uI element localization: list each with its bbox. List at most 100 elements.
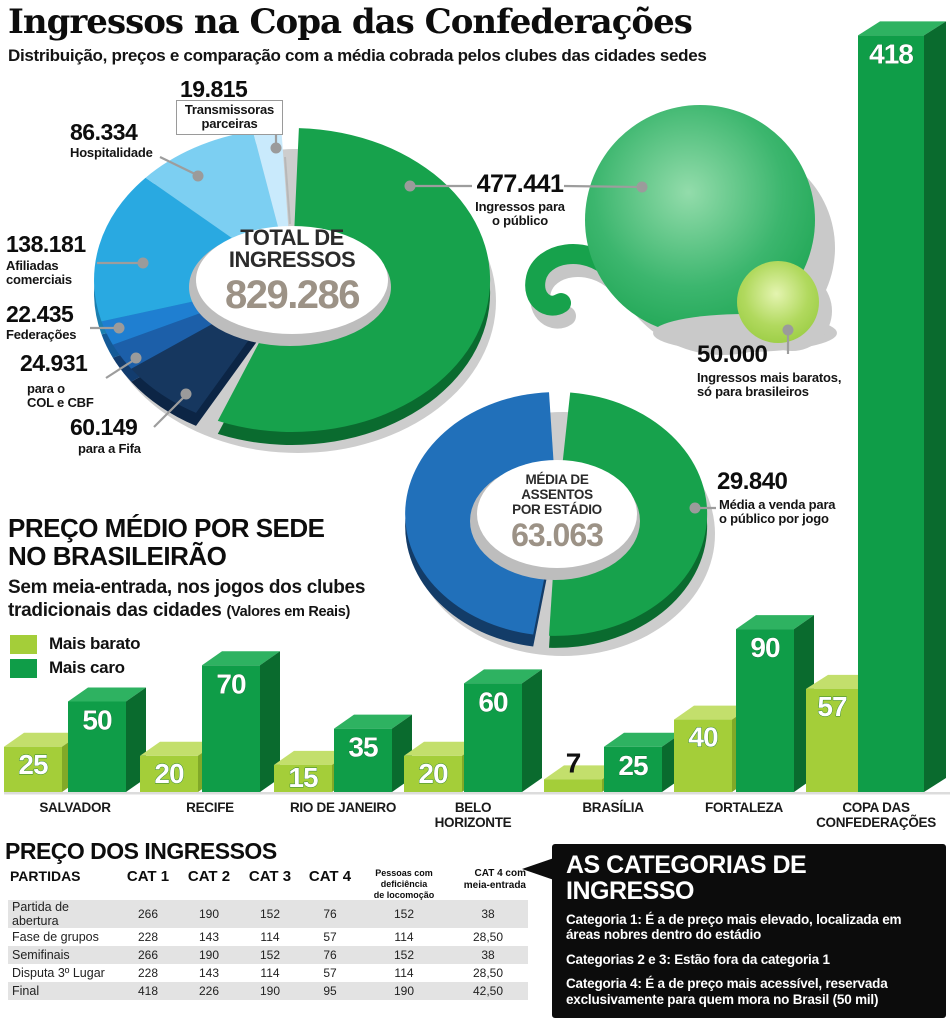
callout-publico-value: 477.441 — [476, 170, 564, 198]
bar-value-barato-0: 25 — [18, 749, 48, 780]
callout-afiliadas-value: 138.181 — [6, 231, 86, 257]
bar-0-caro-front — [68, 701, 126, 792]
price-table: PARTIDAS CAT 1 CAT 2 CAT 3 CAT 4 Pessoas… — [8, 868, 528, 1001]
bar-ground-4 — [544, 792, 686, 795]
table-cell-value: 266 — [137, 907, 159, 922]
col-cat4-meia: CAT 4 com meia-entrada — [463, 868, 526, 891]
legend-swatch-1 — [10, 658, 37, 678]
legend-swatch-0 — [10, 634, 37, 654]
table-row: Partida de abertura 266 190 152 76 152 38 — [8, 900, 528, 929]
bar-6-caro-front — [858, 35, 924, 793]
bar-value-caro-3: 60 — [478, 686, 508, 717]
callout-hospitalidade-value: 86.334 — [70, 119, 138, 145]
table-cell-value: 114 — [394, 930, 414, 945]
callout-col-e-cbf-label: para o COL e CBF — [27, 381, 94, 411]
bar-value-barato-5: 40 — [688, 722, 718, 753]
bar-0-barato-top — [4, 732, 82, 747]
bar-3-caro-top — [464, 669, 542, 684]
categories-box-title: AS CATEGORIAS DE INGRESSO — [566, 851, 807, 906]
category-4-item: Categoria 4: É a de preço mais acessível… — [566, 976, 888, 1008]
callout-ingressos-baratos-value: 50.000 — [697, 341, 768, 368]
table-cell-value: 114 — [260, 966, 280, 981]
categories-box: AS CATEGORIAS DE INGRESSO Categoria 1: É… — [522, 844, 946, 1018]
table-cell-value: 42,50 — [472, 984, 504, 999]
bar-6-barato-front — [806, 688, 864, 792]
bar-value-caro-1: 70 — [216, 668, 246, 699]
table-cell-value: 76 — [323, 948, 337, 963]
table-row: Fase de grupos 228 143 114 57 114 28,50 — [8, 928, 528, 946]
legend-label-1: Mais caro — [49, 658, 125, 677]
donut1-hole — [196, 226, 388, 334]
bar-value-caro-2: 35 — [348, 732, 378, 763]
bar-3-barato-front — [404, 755, 462, 792]
table-cell-partida: Final — [12, 984, 40, 999]
col-partidas: PARTIDAS — [10, 868, 81, 884]
gap-edge-line — [284, 156, 291, 225]
table-row: Final 418 226 190 95 190 42,50 — [8, 982, 528, 1001]
callout-federacoes-value: 22.435 — [6, 301, 74, 327]
bar-value-barato-1: 20 — [154, 758, 184, 789]
bar-chart-title-line1: PREÇO MÉDIO POR SEDE — [8, 513, 325, 543]
bar-4-caro-front — [604, 746, 662, 792]
bar-6-caro-top — [858, 21, 946, 36]
callout-fifa-value: 60.149 — [70, 414, 138, 440]
leader-col-cbf — [105, 359, 135, 379]
bar-5-barato-front — [674, 719, 732, 792]
table-cell-value: 57 — [323, 966, 337, 981]
callout-ingressos-baratos-label: Ingressos mais baratos, só para brasileir… — [697, 370, 842, 400]
donut-total-ingressos — [94, 128, 496, 453]
donut-assentos-label3: POR ESTÁDIO — [512, 502, 602, 518]
leader-publico-right — [563, 184, 642, 189]
callout-publico-label: Ingressos para o público — [475, 199, 565, 229]
bar-2-caro-top — [334, 714, 412, 729]
price-table-section: PREÇO DOS INGRESSOS PARTIDAS CAT 1 CAT 2… — [5, 838, 535, 1001]
categories-2-3-item: Categorias 2 e 3: Estão fora da categori… — [566, 951, 830, 967]
bar-chart-subtitle-line2: tradicionais das cidades (Valores em Rea… — [8, 599, 351, 621]
col-cat2: CAT 2 — [187, 868, 231, 885]
balloon-ingressos-publico — [525, 105, 837, 355]
table-cell-partida: Semifinais — [12, 948, 70, 963]
bar-chart-note: (Valores em Reais) — [226, 603, 351, 620]
legend-item-0: Mais barato — [10, 632, 140, 656]
bar-value-barato-6: 57 — [817, 691, 847, 722]
bar-3-barato-top — [404, 741, 482, 756]
table-cell-partida: Partida de abertura — [12, 900, 69, 929]
table-cell-value: 143 — [198, 966, 220, 981]
bar-chart-legend: Mais barato Mais caro — [10, 632, 140, 680]
table-cell-value: 95 — [323, 984, 337, 999]
bar-6-caro-side — [924, 21, 946, 793]
bar-value-caro-5: 90 — [750, 632, 780, 663]
bar-1-barato-top — [140, 741, 218, 756]
category-1-item: Categoria 1: É a de preço mais elevado, … — [566, 911, 902, 943]
table-row: Semifinais 266 190 152 76 152 38 — [8, 946, 528, 965]
table-cell-value: 152 — [393, 948, 415, 963]
table-cell-partida: Fase de grupos — [12, 930, 99, 945]
donut-total-center: TOTAL DE INGRESSOS 829.286 — [192, 227, 392, 316]
small-ball-cheap-tickets — [737, 261, 819, 343]
bar-0-barato-front — [4, 746, 62, 792]
table-row: Disputa 3º Lugar 228 143 114 57 114 28,50 — [8, 964, 528, 982]
bar-ground-3 — [404, 792, 546, 795]
price-table-header-row: PARTIDAS CAT 1 CAT 2 CAT 3 CAT 4 Pessoas… — [8, 868, 528, 900]
page-title: Ingressos na Copa das Confederações — [8, 2, 693, 42]
bar-4-barato-top — [544, 765, 622, 780]
col-cat4: CAT 4 — [308, 868, 352, 885]
bar-value-caro-0: 50 — [82, 705, 112, 736]
donut-media-assentos — [405, 392, 715, 656]
callout-transmissoras-value: 19.815 — [180, 76, 248, 102]
table-cell-value: 190 — [259, 984, 281, 999]
bar-1-caro-top — [202, 651, 280, 666]
table-cell-value: 143 — [198, 930, 220, 945]
bar-5-caro-top — [736, 615, 814, 630]
bar-1-caro-side — [260, 651, 280, 792]
bar-chart-subtitle: Sem meia-entrada, nos jogos dos clubes t… — [8, 577, 365, 623]
donut-total-center-label2: INGRESSOS — [228, 247, 356, 272]
table-cell-value: 228 — [137, 966, 159, 981]
table-cell-value: 190 — [198, 907, 220, 922]
table-cell-value: 28,50 — [472, 966, 504, 981]
bar-category-label-3: BELO HORIZONTE — [435, 800, 512, 830]
donut-assentos-center: MÉDIA DE ASSENTOS POR ESTÁDIO 63.063 — [482, 472, 632, 551]
bar-ground-6 — [806, 792, 950, 795]
bar-ground-0 — [4, 792, 150, 795]
